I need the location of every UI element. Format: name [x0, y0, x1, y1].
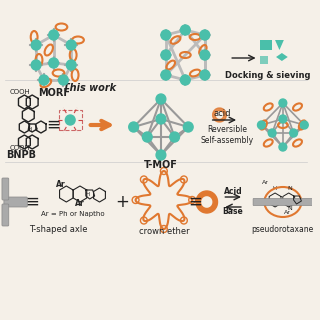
Circle shape	[258, 121, 265, 129]
Circle shape	[183, 122, 193, 132]
Circle shape	[156, 150, 166, 160]
FancyBboxPatch shape	[4, 197, 27, 207]
Text: COOH: COOH	[10, 145, 30, 151]
Circle shape	[180, 75, 190, 85]
Circle shape	[161, 30, 171, 40]
Circle shape	[268, 129, 276, 137]
Circle shape	[170, 132, 180, 142]
Circle shape	[161, 70, 171, 80]
Circle shape	[49, 58, 59, 68]
Circle shape	[300, 121, 308, 129]
Circle shape	[290, 129, 298, 137]
Text: T-MOF: T-MOF	[144, 160, 178, 170]
Circle shape	[279, 143, 287, 151]
Circle shape	[31, 60, 41, 70]
Circle shape	[65, 115, 75, 125]
Text: T-shaped axle: T-shaped axle	[29, 226, 88, 235]
Circle shape	[279, 115, 287, 123]
FancyBboxPatch shape	[253, 198, 313, 205]
Text: Ar = Ph or Naptho: Ar = Ph or Naptho	[41, 211, 105, 217]
Text: Acid: Acid	[224, 188, 243, 196]
Polygon shape	[276, 53, 288, 61]
Text: crown ether: crown ether	[139, 228, 189, 236]
Text: This work: This work	[63, 83, 116, 93]
Text: Ar: Ar	[75, 199, 85, 209]
Circle shape	[129, 122, 139, 132]
Text: pseudorotaxane: pseudorotaxane	[252, 226, 314, 235]
Text: Reversible
Self-assembly: Reversible Self-assembly	[201, 125, 254, 145]
Text: Ar: Ar	[56, 180, 65, 188]
Text: ≡: ≡	[25, 193, 39, 211]
Text: +: +	[115, 193, 129, 211]
Text: Ar: Ar	[262, 180, 269, 185]
FancyBboxPatch shape	[2, 204, 9, 226]
Text: Base: Base	[223, 207, 244, 217]
Circle shape	[200, 50, 210, 60]
Circle shape	[31, 40, 41, 50]
Text: acid: acid	[214, 108, 231, 117]
Text: H: H	[273, 186, 277, 191]
Circle shape	[39, 75, 49, 85]
Text: ≡: ≡	[47, 116, 60, 134]
Text: Docking & sieving: Docking & sieving	[226, 70, 311, 79]
Circle shape	[66, 40, 76, 50]
Polygon shape	[275, 40, 284, 50]
FancyBboxPatch shape	[260, 40, 272, 50]
Text: BNPB: BNPB	[6, 150, 36, 160]
Circle shape	[180, 25, 190, 35]
FancyBboxPatch shape	[2, 178, 9, 200]
Text: H: H	[86, 191, 90, 196]
Circle shape	[200, 30, 210, 40]
Circle shape	[161, 50, 171, 60]
Text: COOH: COOH	[10, 89, 30, 95]
Circle shape	[49, 30, 59, 40]
Text: ≡: ≡	[188, 193, 202, 211]
Text: N: N	[287, 186, 292, 191]
FancyBboxPatch shape	[260, 56, 268, 64]
Text: MORF: MORF	[38, 88, 70, 98]
Text: Ar: Ar	[284, 210, 291, 215]
Circle shape	[279, 99, 287, 107]
Text: H: H	[27, 126, 31, 132]
Circle shape	[142, 132, 152, 142]
Circle shape	[156, 94, 166, 104]
Circle shape	[156, 114, 166, 124]
Circle shape	[59, 75, 68, 85]
Circle shape	[200, 70, 210, 80]
Text: N: N	[287, 206, 292, 211]
Circle shape	[66, 60, 76, 70]
